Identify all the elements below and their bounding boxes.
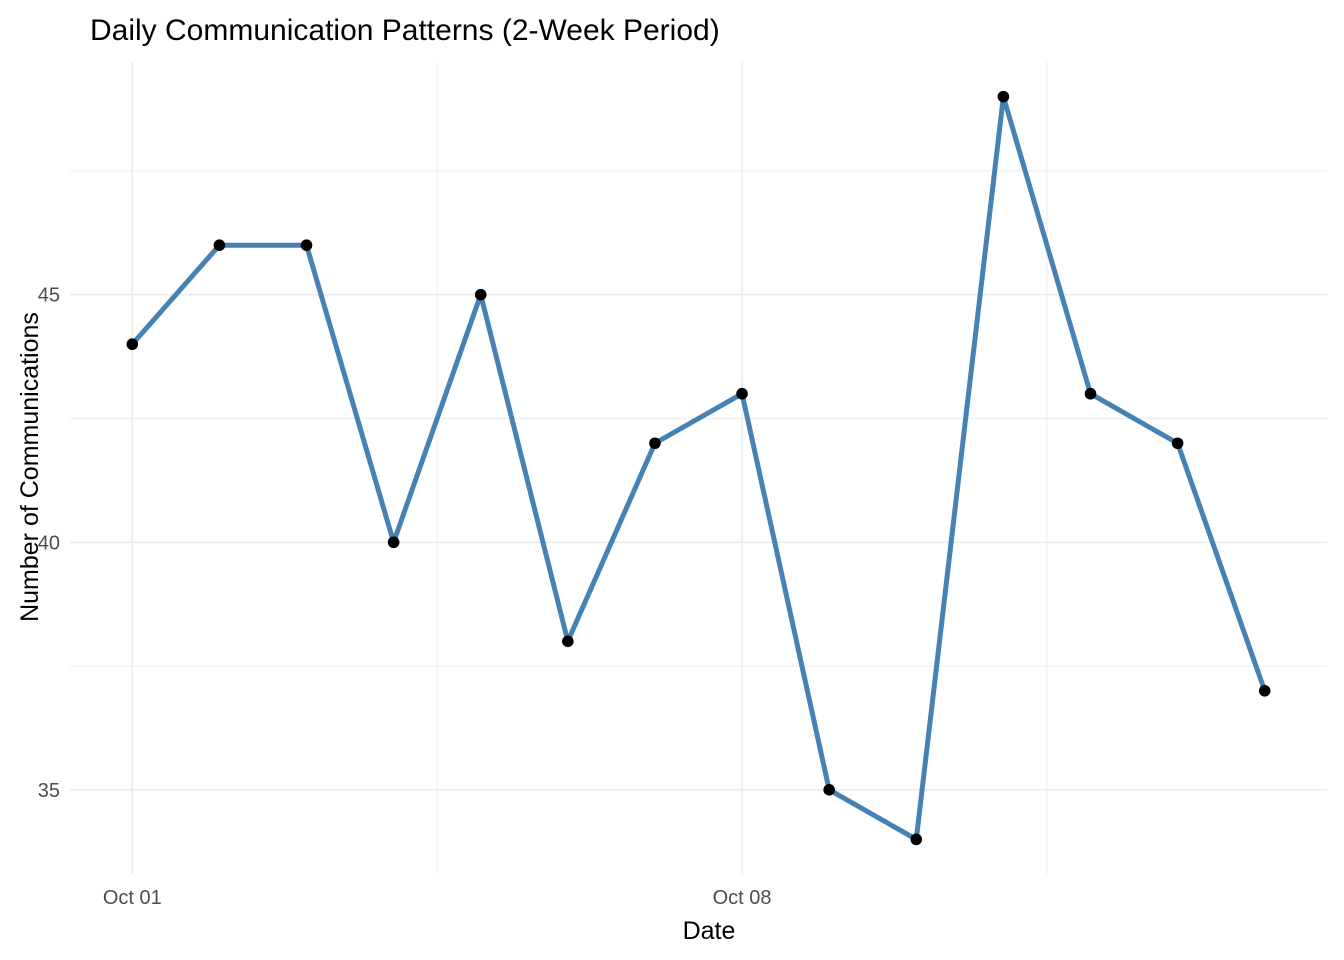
data-point [1258, 685, 1271, 697]
data-point [736, 387, 748, 400]
y-tick-label: 40 [38, 532, 60, 554]
data-point [910, 833, 923, 846]
y-axis-ticks: 35 40 45 [38, 285, 60, 802]
data-point [649, 437, 661, 450]
x-axis-title: Date [683, 917, 736, 945]
data-point [997, 90, 1010, 103]
data-point [1084, 387, 1097, 400]
y-axis-title: Number of Communications [16, 312, 44, 622]
data-point [213, 239, 226, 251]
data-point [562, 635, 574, 648]
data-points [126, 90, 1271, 846]
y-tick-label: 35 [38, 780, 60, 802]
y-tick-label: 45 [38, 285, 60, 307]
major-gridlines [70, 62, 1327, 874]
minor-gridlines [70, 62, 1327, 874]
data-point [126, 338, 139, 351]
data-point [1171, 437, 1184, 450]
chart-title: Daily Communication Patterns (2-Week Per… [90, 14, 720, 47]
data-point [474, 288, 487, 301]
data-point [387, 536, 400, 549]
data-point [823, 784, 835, 796]
data-point [300, 239, 313, 251]
x-tick-label: Oct 01 [103, 887, 162, 909]
series-line [130, 94, 1268, 842]
x-tick-label: Oct 08 [713, 887, 772, 909]
series-communications [130, 94, 1268, 842]
x-axis-ticks: Oct 01 Oct 08 [103, 887, 772, 909]
